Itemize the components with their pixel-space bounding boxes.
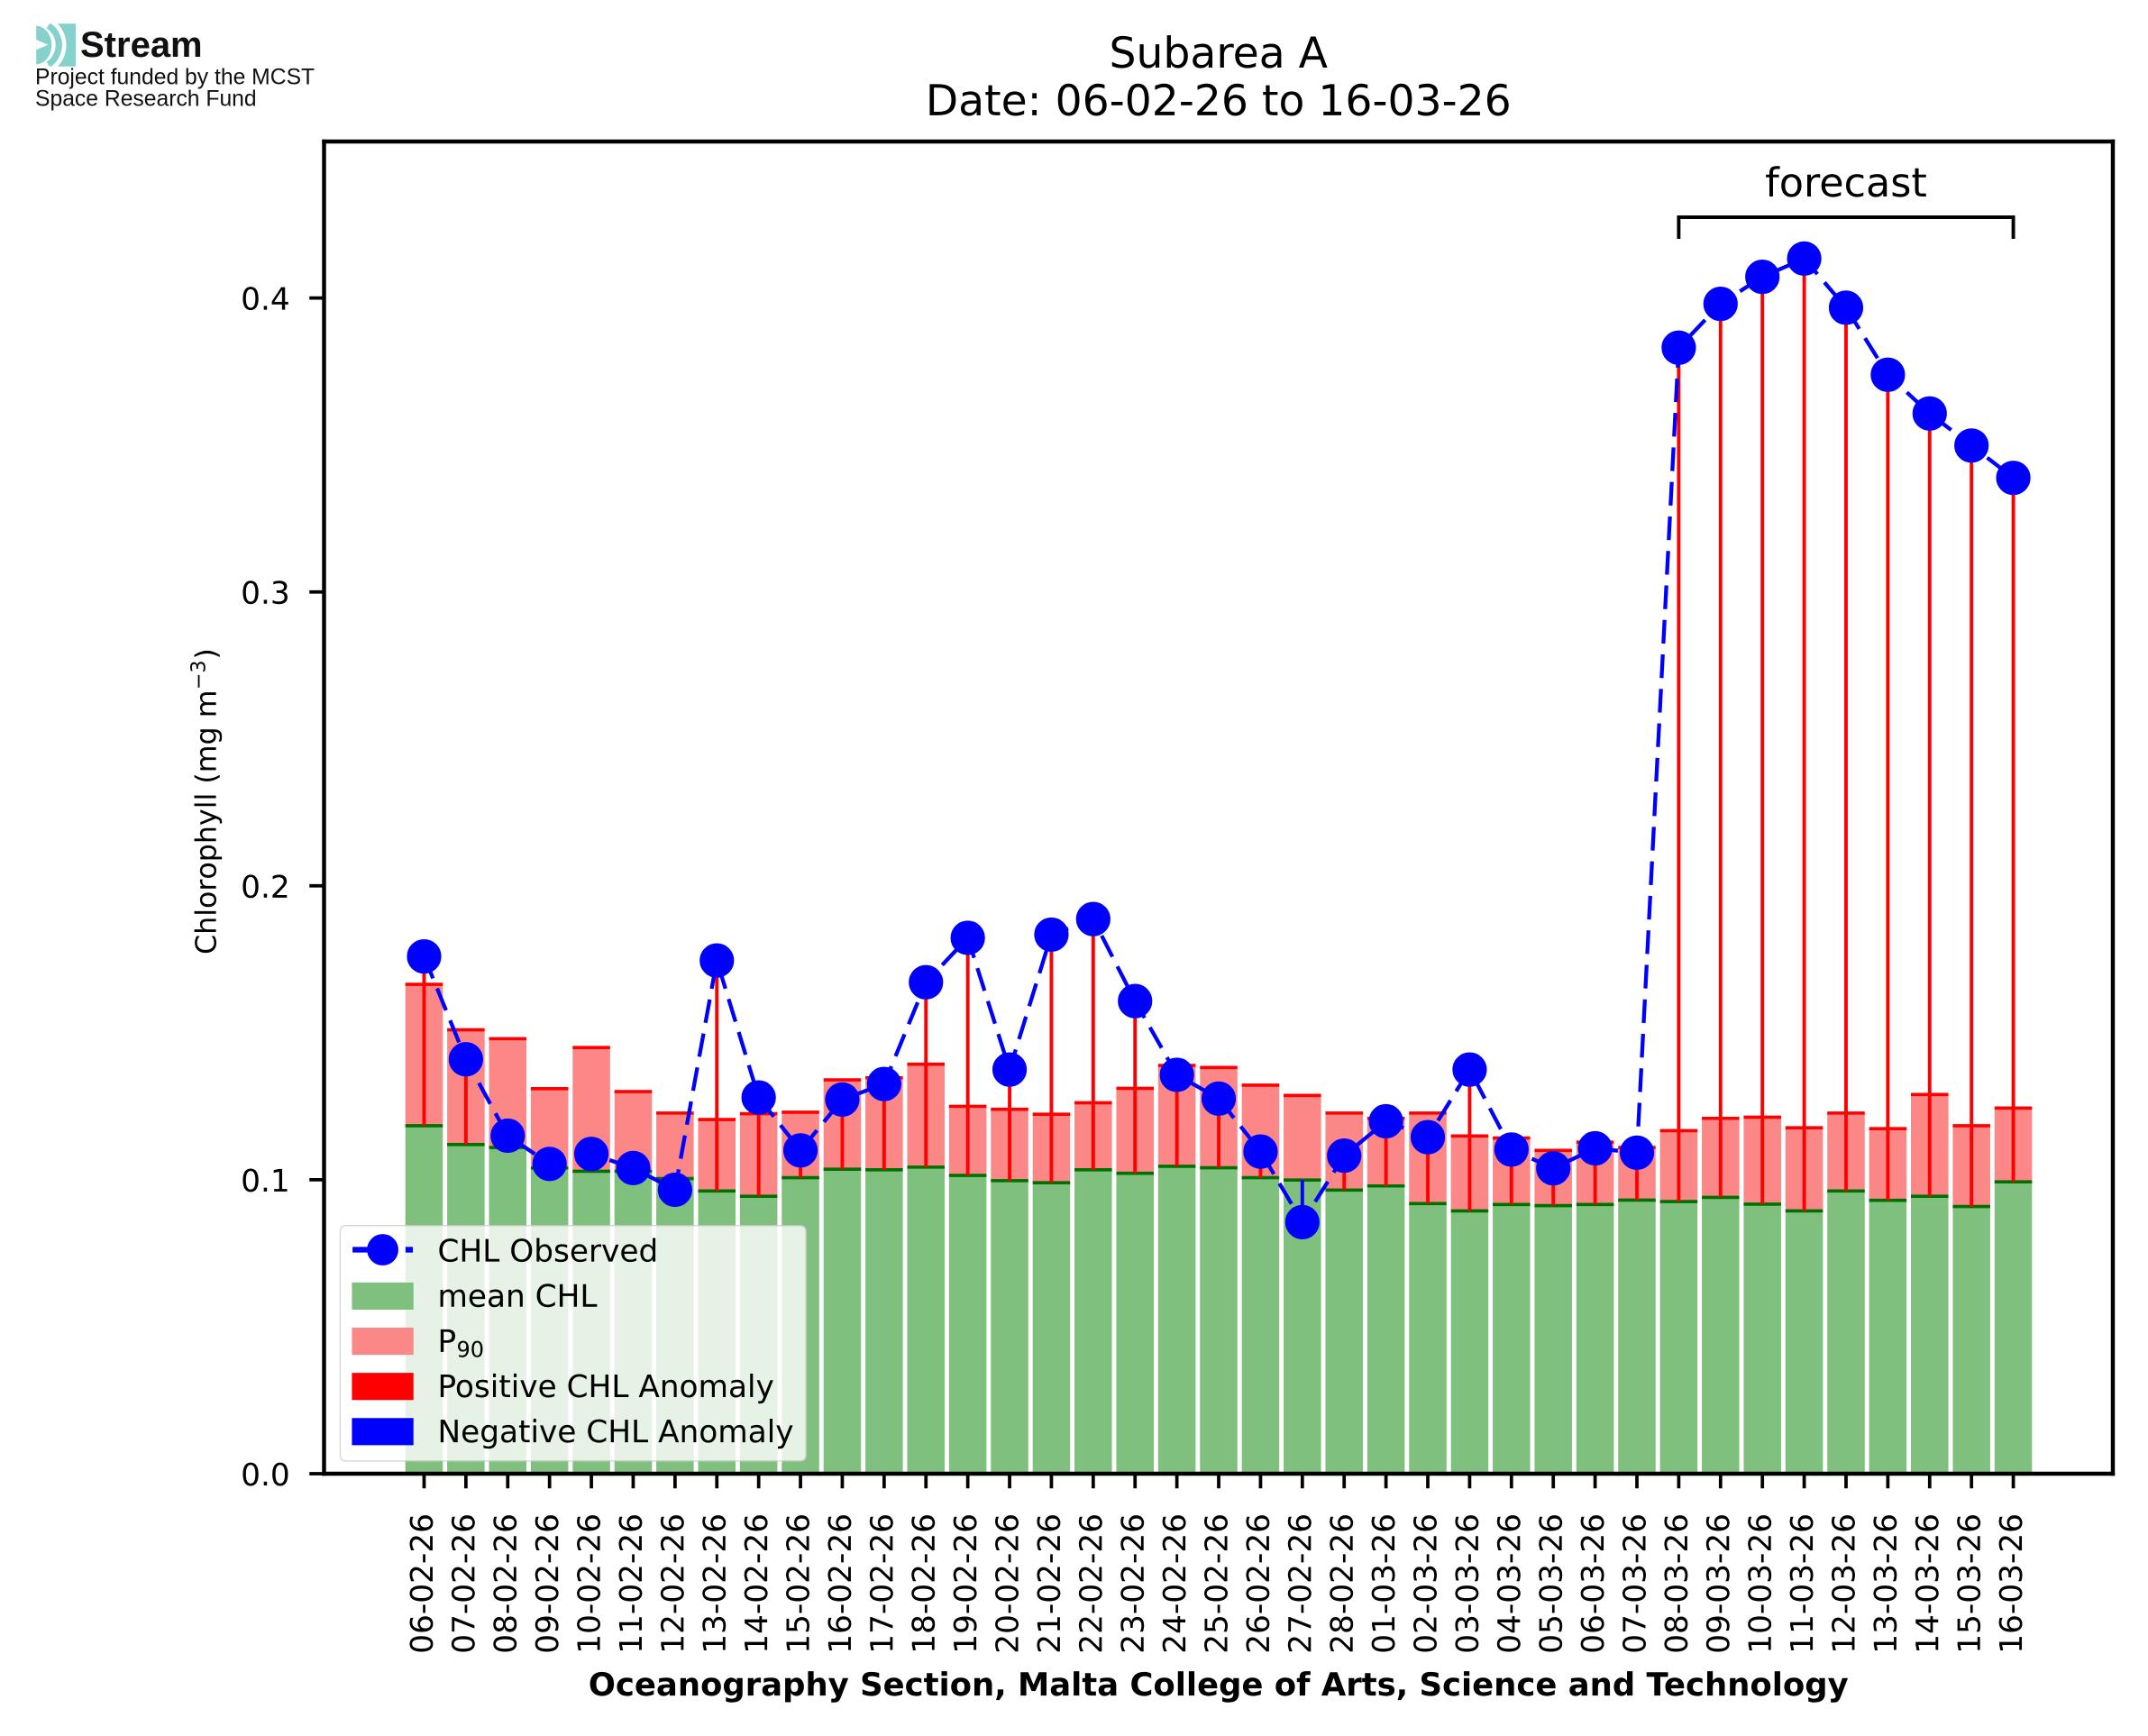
svg-text:Space Research Fund: Space Research Fund [35,87,257,112]
svg-text:Stream: Stream [80,25,203,65]
svg-text:Project funded by the MCST: Project funded by the MCST [35,66,315,90]
